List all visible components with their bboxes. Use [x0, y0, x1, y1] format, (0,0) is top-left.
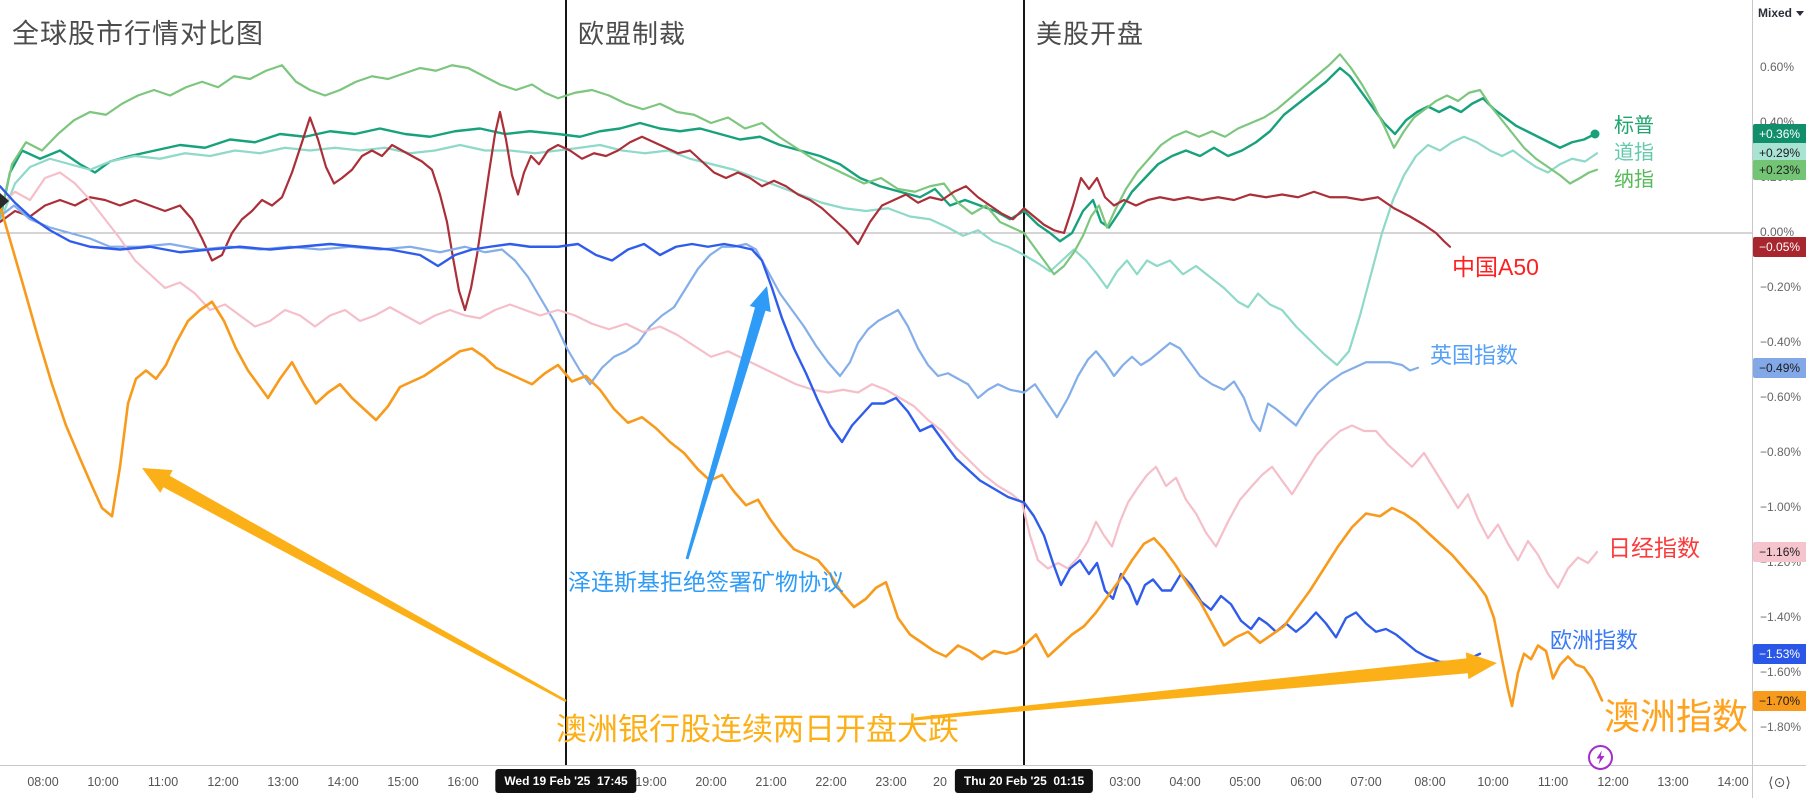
event-label-eu-sanctions: 欧盟制裁	[578, 19, 687, 49]
page-title: 全球股市行情对比图	[12, 19, 264, 49]
series-label-纳指: 纳指	[1614, 169, 1654, 191]
series-label-英国指数: 英国指数	[1430, 343, 1519, 368]
price-tick: −1.00%	[1760, 500, 1802, 514]
time-tick: 05:00	[1229, 775, 1261, 789]
price-tick: −1.60%	[1760, 665, 1802, 679]
price-scale[interactable]: Mixed 0.60%0.40%0.20%0.00%−0.20%−0.40%−0…	[1752, 0, 1806, 765]
time-badge-1: Thu 20 Feb '25 01:15	[954, 769, 1094, 793]
series-end-dot	[1590, 129, 1600, 139]
time-tick: 14:00	[327, 775, 359, 789]
price-tick: −0.60%	[1760, 390, 1802, 404]
gold-arrow-left[interactable]	[142, 468, 567, 703]
price-badge: +0.23%	[1753, 159, 1806, 180]
time-tick: 10:00	[1477, 775, 1509, 789]
session-clock-icon: ⟨⊙⟩	[1768, 773, 1791, 790]
time-tick: 08:00	[27, 775, 59, 789]
price-tick: −0.40%	[1760, 335, 1802, 349]
price-badge: −0.05%	[1753, 236, 1806, 257]
scale-mode-dropdown[interactable]: Mixed	[1758, 6, 1805, 20]
time-tick: 12:00	[207, 775, 239, 789]
chart-canvas[interactable]: 全球股市行情对比图 欧盟制裁 美股开盘 泽连斯基拒绝签署矿物协议澳洲银行股连续两…	[0, 0, 1752, 765]
blue-arrow[interactable]	[685, 286, 771, 560]
price-tick: −0.20%	[1760, 280, 1802, 294]
time-tick: 21:00	[755, 775, 787, 789]
series-line-标普	[0, 66, 1597, 243]
price-tick: −0.80%	[1760, 445, 1802, 459]
series-line-英国指数	[0, 204, 1420, 433]
time-tick: 16:00	[447, 775, 479, 789]
time-tick: 14:00	[1717, 775, 1749, 789]
chart-plot[interactable]	[0, 0, 1752, 765]
series-line-纳指	[0, 53, 1599, 276]
time-tick: 11:00	[147, 775, 179, 789]
time-tick: 13:00	[267, 775, 299, 789]
series-line-欧洲指数	[0, 185, 1482, 664]
series-label-欧洲指数: 欧洲指数	[1550, 628, 1639, 653]
time-tick: 11:00	[1537, 775, 1569, 789]
series-label-中国A50: 中国A50	[1452, 254, 1539, 280]
price-tick: −1.40%	[1760, 610, 1802, 624]
time-tick: 06:00	[1290, 775, 1322, 789]
time-tick: 10:00	[87, 775, 119, 789]
annotation-aussie[interactable]: 澳洲银行股连续两日开盘大跌	[556, 712, 959, 747]
series-line-中国A50	[0, 110, 1452, 312]
time-tick: 19:00	[635, 775, 667, 789]
price-badge: −1.70%	[1753, 690, 1806, 711]
time-tick: 08:00	[1414, 775, 1446, 789]
time-tick: 20:00	[695, 775, 727, 789]
time-tick: 13:00	[1657, 775, 1689, 789]
series-label-标普: 标普	[1614, 115, 1654, 137]
series-line-道指	[0, 135, 1599, 367]
price-badge: +0.36%	[1753, 124, 1806, 144]
time-tick: 15:00	[387, 775, 419, 789]
flash-event-icon[interactable]	[1587, 744, 1614, 771]
series-line-澳洲指数	[0, 204, 1604, 708]
series-label-澳洲指数: 澳洲指数	[1604, 696, 1749, 737]
series-label-道指: 道指	[1614, 142, 1654, 164]
price-tick: 0.60%	[1760, 60, 1795, 74]
time-tick: 03:00	[1109, 775, 1141, 789]
event-label-us-open: 美股开盘	[1036, 19, 1145, 49]
annotation-zelensky[interactable]: 泽连斯基拒绝签署矿物协议	[568, 569, 844, 595]
time-badge-0: Wed 19 Feb '25 17:45	[495, 769, 637, 793]
time-tick: 23:00	[875, 775, 907, 789]
price-badge: +0.29%	[1753, 143, 1806, 164]
time-axis[interactable]: 08:00 10:00 11:00 12:00 13:00 14:00 15:00 16:00…	[0, 765, 1752, 798]
chevron-down-icon	[1796, 10, 1805, 16]
gold-arrow-right[interactable]	[913, 652, 1497, 721]
price-badge: −0.49%	[1753, 357, 1806, 378]
series-line-日经指数	[0, 171, 1599, 589]
time-tick: 07:00	[1350, 775, 1382, 789]
price-badge: −1.53%	[1753, 643, 1806, 664]
price-tick: 0.00%	[1760, 225, 1795, 239]
time-tick: 22:00	[815, 775, 847, 789]
left-edge-marker	[0, 193, 9, 209]
time-tick: 04:00	[1169, 775, 1201, 789]
series-label-日经指数: 日经指数	[1608, 535, 1700, 561]
axis-settings-button[interactable]: ⟨⊙⟩	[1752, 765, 1806, 798]
scale-mode-label: Mixed	[1758, 6, 1793, 20]
price-tick: −1.80%	[1760, 720, 1802, 734]
time-tick: 12:00	[1597, 775, 1629, 789]
time-tick: 20	[933, 775, 947, 789]
price-badge: −1.16%	[1753, 542, 1806, 562]
